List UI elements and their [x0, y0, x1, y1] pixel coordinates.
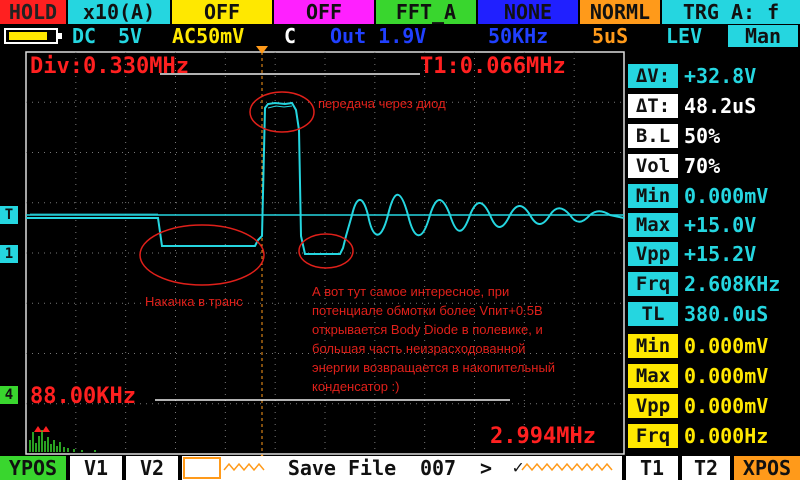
pump-annotation: Накачка в транс: [145, 294, 243, 309]
ch1-min-label[interactable]: Min: [628, 184, 678, 208]
ch1-coupling-label[interactable]: DC: [72, 24, 97, 48]
ch2-max-label[interactable]: Max: [628, 364, 678, 388]
t1-button[interactable]: T1: [626, 456, 678, 480]
ch2-vpp-label[interactable]: Vpp: [628, 394, 678, 418]
fft-button[interactable]: FFT_A: [376, 0, 476, 24]
diode-annotation: передача через диод: [318, 96, 446, 111]
man-button[interactable]: Man: [728, 25, 798, 47]
body-diode-annotation-line: открывается Body Diode в полевике, и: [312, 322, 543, 337]
ch1-volts-label[interactable]: 5V: [118, 24, 143, 48]
out-voltage-label[interactable]: Out 1.9V: [330, 24, 427, 48]
trigger-level-marker[interactable]: T: [0, 206, 18, 224]
confirm-check-icon[interactable]: ✓: [512, 457, 524, 478]
ch1-mode-button[interactable]: OFF: [172, 0, 272, 24]
delta-t-label[interactable]: ΔT:: [628, 94, 678, 118]
fft-spectrum: [29, 430, 96, 452]
out-freq-label[interactable]: 50KHz: [488, 24, 549, 48]
body-diode-highlight-ellipse: [298, 233, 354, 269]
fft-peak-readout: 2.994MHz: [490, 424, 596, 449]
grid: [26, 52, 624, 454]
pump-highlight-ellipse: [139, 224, 265, 286]
v1-button[interactable]: V1: [70, 456, 122, 480]
delta-v-label[interactable]: ΔV:: [628, 64, 678, 88]
trigger-source-button[interactable]: TRG A: f: [662, 0, 800, 24]
ch4-position-marker[interactable]: 4: [0, 386, 18, 404]
ch2-extra-label[interactable]: C: [284, 24, 297, 48]
ch2-mode-button[interactable]: OFF: [274, 0, 374, 24]
delta-t-value: 48.2uS: [684, 94, 757, 118]
body-diode-annotation-line: конденсатор :): [312, 379, 400, 394]
ch1-vpp-label[interactable]: Vpp: [628, 242, 678, 266]
ch1-waveform: [26, 101, 625, 255]
ch1-min-value: 0.000mV: [684, 184, 769, 208]
ch1-tl-label[interactable]: TL: [628, 302, 678, 326]
ch2-max-value: 0.000mV: [684, 364, 769, 388]
file-number[interactable]: 007: [419, 456, 457, 480]
timebase-label[interactable]: 5uS: [592, 24, 629, 48]
ypos-button[interactable]: YPOS: [0, 456, 66, 480]
battery-icon: [4, 28, 62, 44]
ch1-max-value: +15.0V: [684, 213, 757, 237]
v2-button[interactable]: V2: [126, 456, 178, 480]
body-diode-annotation-line: потенциале обмотки более Vпит+0.5В: [312, 303, 543, 318]
ch2-min-label[interactable]: Min: [628, 334, 678, 358]
ch2-frq-value: 0.000Hz: [684, 424, 769, 448]
div-readout: Div:0.330MHz: [30, 54, 189, 79]
math-button[interactable]: NONE: [478, 0, 578, 24]
probe-button[interactable]: x10(A): [68, 0, 170, 24]
body-diode-annotation-line: А вот тут самое интересное, при: [312, 284, 510, 299]
ch1-tl-value: 380.0uS: [684, 302, 769, 326]
ch1-frq-value: 2.608KHz: [684, 272, 781, 296]
xpos-button[interactable]: XPOS: [734, 456, 800, 480]
diode-highlight-ellipse: [249, 91, 315, 133]
volume-value: 70%: [684, 154, 721, 178]
cursor-freq-readout: 88.00KHz: [30, 384, 136, 409]
backlight-label[interactable]: B.L: [628, 124, 678, 148]
ch2-min-value: 0.000mV: [684, 334, 769, 358]
delta-v-value: +32.8V: [684, 64, 757, 88]
trigger-mode-button[interactable]: NORML: [580, 0, 660, 24]
next-file-button[interactable]: >: [479, 456, 493, 480]
trigger-time-marker: [256, 46, 268, 54]
ch1-position-marker[interactable]: 1: [0, 245, 18, 263]
body-diode-annotation-line: большая часть неизрасходованной: [312, 341, 526, 356]
ch1-max-label[interactable]: Max: [628, 213, 678, 237]
hold-button[interactable]: HOLD: [0, 0, 66, 24]
ch2-frq-label[interactable]: Frq: [628, 424, 678, 448]
t1-readout: T1:0.066MHz: [420, 54, 566, 79]
waveform-squiggle-icon: [183, 457, 613, 479]
fft-peak-markers: [34, 426, 50, 432]
body-diode-annotation-line: энергии возвращается в накопительный: [312, 360, 556, 375]
backlight-value: 50%: [684, 124, 721, 148]
ch1-frq-label[interactable]: Frq: [628, 272, 678, 296]
lev-label[interactable]: LEV: [666, 24, 703, 48]
volume-label[interactable]: Vol: [628, 154, 678, 178]
save-file-button[interactable]: Save File: [287, 456, 397, 480]
ch1-vpp-value: +15.2V: [684, 242, 757, 266]
ch2-volts-label[interactable]: AC50mV: [172, 24, 245, 48]
body-diode-annotation: А вот тут самое интересное, при потенциа…: [312, 282, 555, 396]
t2-button[interactable]: T2: [682, 456, 730, 480]
ch2-vpp-value: 0.000mV: [684, 394, 769, 418]
